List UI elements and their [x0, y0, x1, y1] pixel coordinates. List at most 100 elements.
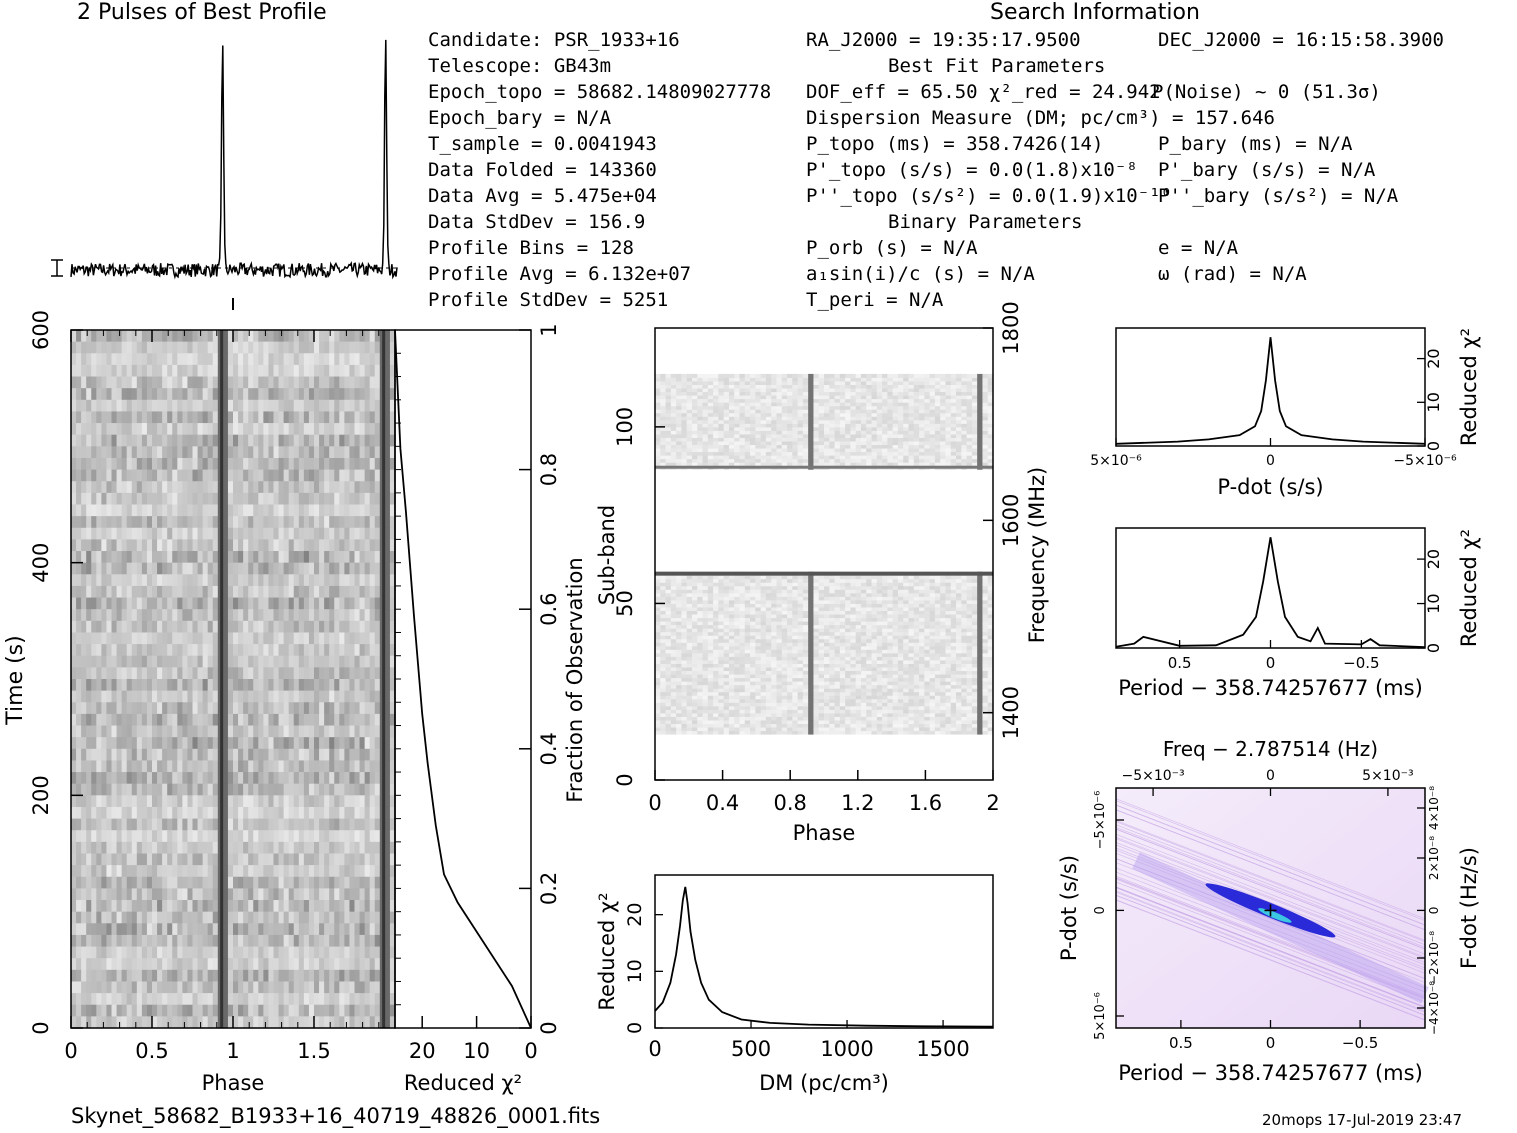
time-phase-cell — [86, 585, 92, 599]
subband-cell — [765, 705, 772, 710]
time-phase-cell — [222, 783, 229, 796]
time-phase-cell — [233, 713, 239, 727]
time-phase-cell — [288, 1004, 295, 1017]
time-phase-cell — [253, 748, 259, 762]
time-phase-cell — [364, 562, 371, 575]
time-phase-cell — [202, 934, 209, 948]
time-phase-cell — [288, 865, 295, 878]
time-phase-cell — [344, 516, 351, 529]
time-phase-cell — [308, 504, 315, 517]
time-phase-cell — [152, 620, 158, 634]
time-phase-cell — [308, 457, 315, 471]
time-phase-cell — [374, 492, 381, 506]
time-phase-cell — [121, 993, 128, 1006]
time-phase-cell — [334, 900, 340, 913]
time-phase-cell — [339, 388, 345, 401]
subband-cell — [771, 695, 777, 700]
time-phase-cell — [258, 760, 264, 773]
time-phase-cell — [293, 993, 300, 1006]
time-phase-cell — [222, 830, 229, 843]
subband-cell — [934, 730, 941, 735]
time-phase-cell — [278, 632, 285, 645]
time-phase-cell — [243, 958, 249, 971]
time-phase-cell — [86, 795, 92, 808]
time-phase-cell — [207, 934, 214, 948]
time-phase-cell — [319, 911, 325, 924]
time-phase-cell — [384, 760, 391, 773]
time-phase-cell — [298, 830, 305, 843]
time-phase-cell — [339, 900, 345, 913]
time-phase-cell — [319, 620, 325, 634]
time-phase-cell — [384, 1016, 391, 1029]
subband-cell — [882, 688, 888, 693]
time-phase-cell — [349, 853, 356, 866]
time-phase-cell — [349, 888, 356, 901]
time-phase-cell — [258, 516, 264, 529]
time-phase-cell — [334, 434, 340, 447]
time-phase-cell — [152, 713, 158, 727]
time-phase-cell — [106, 690, 113, 703]
time-phase-cell — [91, 760, 97, 773]
subband-cell — [824, 688, 830, 693]
time-phase-cell — [268, 516, 275, 529]
time-phase-cell — [288, 539, 295, 552]
time-phase-cell — [207, 888, 214, 901]
time-phase-cell — [192, 934, 199, 948]
time-phase-cell — [227, 760, 234, 773]
time-phase-cell — [303, 865, 310, 878]
subband-cell — [781, 719, 788, 724]
time-phase-cell — [106, 597, 113, 610]
time-phase-cell — [222, 713, 229, 727]
time-phase-cell — [152, 911, 158, 924]
time-phase-cell — [81, 434, 87, 447]
subband-cell — [676, 681, 682, 686]
time-phase-cell — [268, 457, 275, 471]
time-phase-cell — [359, 609, 366, 622]
time-phase-cell — [243, 725, 249, 738]
time-phase-cell — [298, 644, 305, 657]
time-phase-cell — [384, 841, 391, 855]
time-phase-cell — [197, 574, 204, 587]
subband-cell — [676, 723, 682, 728]
time-phase-cell — [202, 492, 209, 506]
subband-cell — [887, 691, 894, 696]
time-phase-cell — [101, 620, 108, 634]
time-phase-cell — [86, 574, 92, 587]
time-phase-cell — [374, 679, 381, 692]
time-phase-cell — [334, 620, 340, 634]
subband-cell — [670, 691, 677, 696]
time-phase-cell — [278, 760, 285, 773]
time-phase-cell — [354, 830, 361, 843]
time-phase-cell — [314, 469, 320, 482]
subband-cell — [776, 681, 783, 686]
time-phase-cell — [86, 620, 92, 634]
subband-cell — [982, 695, 989, 700]
time-phase-cell — [319, 1016, 325, 1029]
time-phase-cell — [298, 411, 305, 424]
time-phase-cell — [384, 713, 391, 727]
time-phase-cell — [354, 620, 361, 634]
time-phase-cell — [258, 748, 264, 762]
time-phase-cell — [141, 481, 148, 494]
time-phase-cell — [253, 574, 259, 587]
time-phase-cell — [126, 330, 133, 343]
time-phase-cell — [263, 632, 270, 645]
time-phase-cell — [273, 888, 280, 901]
time-phase-cell — [182, 411, 189, 424]
subband-cell — [718, 716, 725, 721]
time-phase-cell — [344, 900, 351, 913]
time-phase-cell — [349, 806, 356, 820]
time-phase-cell — [339, 551, 345, 564]
subband-cell — [892, 698, 899, 703]
time-phase-cell — [177, 481, 183, 494]
time-phase-cell — [283, 760, 290, 773]
time-phase-cell — [359, 865, 366, 878]
time-phase-cell — [227, 667, 234, 680]
time-phase-cell — [172, 539, 178, 552]
time-phase-cell — [384, 423, 391, 436]
time-phase-cell — [369, 818, 376, 831]
time-phase-cell — [364, 376, 371, 389]
time-phase-cell — [182, 888, 189, 901]
time-phase-cell — [364, 958, 371, 971]
time-phase-cell — [374, 609, 381, 622]
